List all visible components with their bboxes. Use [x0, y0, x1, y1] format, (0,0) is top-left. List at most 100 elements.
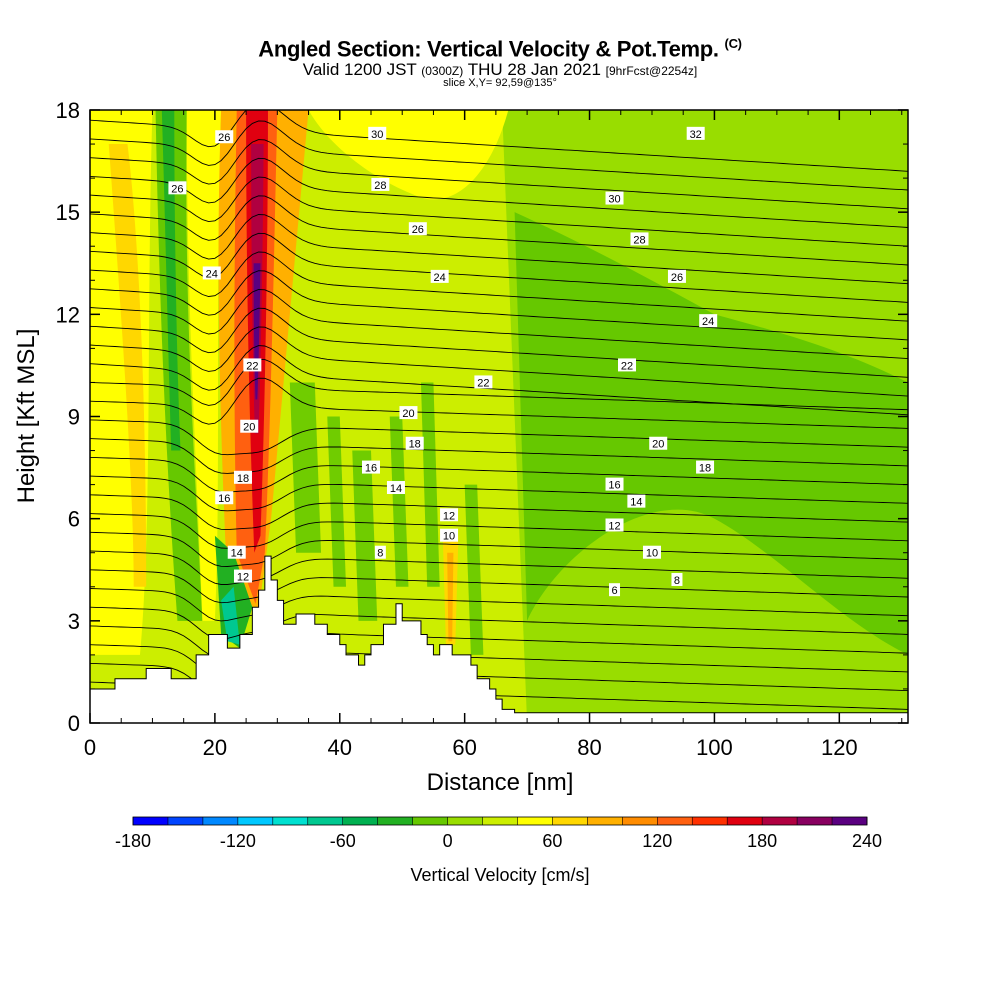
contour-label-text: 12: [443, 510, 455, 522]
contour-label: 32: [686, 126, 705, 141]
colorbar-tick-label: 240: [852, 831, 882, 851]
contour-label: 20: [649, 436, 668, 451]
contour-label-bg: [440, 528, 459, 542]
chart-title: Angled Section: Vertical Velocity & Pot.…: [0, 36, 1000, 62]
contour-label-bg: [618, 358, 637, 372]
y-tick-label: 15: [56, 200, 80, 225]
contour-label-bg: [240, 419, 259, 433]
contour-label-bg: [233, 470, 252, 484]
contour-label-text: 14: [630, 497, 642, 509]
contour-label-text: 10: [646, 548, 658, 560]
axes: 0 20 40 60 80 100 120 0 3 6 9 12 15 18: [56, 98, 908, 760]
contour-label-text: 22: [621, 360, 633, 372]
contour-label-text: 26: [671, 272, 683, 284]
theta-contour: [90, 475, 908, 512]
colorbar-tick-label: 0: [443, 831, 453, 851]
y-tick-label: 6: [68, 507, 80, 532]
contour-label-bg: [371, 177, 390, 191]
contour-label-bg: [605, 477, 624, 491]
theta-contour: [90, 195, 908, 266]
contour-label-text: 24: [434, 272, 446, 284]
contour-label-bg: [202, 266, 221, 280]
contour-label-text: 8: [377, 548, 383, 560]
theta-contour: [90, 419, 908, 456]
contour-label: 14: [227, 545, 246, 560]
forecast-info: [9hrFcst@2254z]: [605, 64, 698, 78]
colorbar-swatch: [692, 817, 728, 825]
colorbar-swatch: [832, 817, 868, 825]
contour-label-text: 22: [246, 360, 258, 372]
contour-label: 26: [215, 130, 234, 144]
contour-label-text: 26: [412, 224, 424, 236]
contour-label: 16: [361, 460, 380, 475]
colorbar-swatch: [622, 817, 658, 825]
field-streak: [327, 416, 347, 587]
theta-contour: [90, 232, 908, 303]
contour-label-bg: [227, 545, 246, 559]
colorbar-label: Vertical Velocity [cm/s]: [410, 865, 589, 885]
theta-contour: [90, 270, 908, 341]
chart-subtitle: Valid 1200 JST (0300Z) THU 28 Jan 2021 […: [0, 60, 1000, 80]
colorbar-swatch: [482, 817, 518, 825]
colorbar-swatch: [377, 817, 414, 825]
contour-label: 28: [371, 177, 390, 192]
contour-label-bg: [386, 481, 405, 495]
contour-label-bg: [233, 569, 252, 583]
contour-label: 14: [627, 494, 646, 509]
colorbar-swatch: [657, 817, 693, 825]
contour-label-bg: [605, 518, 624, 532]
contour-label-text: 20: [243, 422, 255, 434]
theta-contour: [90, 251, 908, 322]
title-main: Angled Section: Vertical Velocity & Pot.…: [258, 36, 719, 62]
contour-label-bg: [474, 375, 493, 389]
x-tick-label: 100: [696, 735, 733, 760]
contour-label: 20: [240, 419, 259, 434]
field-streak: [389, 416, 409, 587]
y-tick-label: 9: [68, 405, 80, 430]
contour-label-bg: [374, 545, 386, 559]
contour-label: 24: [430, 269, 449, 284]
colorbar-swatch: [762, 817, 798, 825]
contour-label-bg: [440, 508, 459, 522]
field-region-sink: [514, 212, 908, 655]
colorbar-swatch: [237, 817, 274, 825]
contour-label: 12: [605, 518, 624, 532]
contour-label-bg: [630, 232, 649, 246]
theta-contour: [90, 513, 908, 549]
contour-label: 20: [399, 406, 418, 420]
contour-label-text: 6: [611, 585, 617, 597]
contour-label-text: 16: [218, 493, 230, 505]
field-region-yellow-top: [308, 110, 509, 200]
contour-label-bg: [667, 269, 686, 283]
field-streak: [464, 484, 484, 655]
copyright-mark: (C): [724, 36, 742, 51]
theta-contour: [90, 494, 908, 531]
colorbar-swatch: [587, 817, 623, 825]
colorbar-swatch: [133, 817, 169, 825]
field-region-yellow-mid: [186, 110, 222, 621]
colorbar-swatch: [552, 817, 588, 825]
theta-contour: [90, 569, 908, 604]
colorbar-tick-label: 120: [642, 831, 672, 851]
contour-label: 26: [408, 222, 427, 236]
contour-label-text: 30: [371, 129, 383, 141]
contour-label-bg: [408, 222, 427, 236]
contour-label: 28: [630, 232, 649, 246]
contour-label-text: 20: [402, 408, 414, 420]
terrain: [89, 555, 909, 724]
field-region-downdraft-core: [161, 110, 181, 451]
contour-label-text: 14: [390, 483, 402, 495]
colorbar-tick-label: 180: [747, 831, 777, 851]
colorbar: -180 -120 -60 0 60 120 180 240: [115, 816, 882, 851]
contour-label-bg: [699, 314, 718, 328]
contour-label-bg: [361, 460, 380, 474]
contour-labels: 26 26 30 32 28 30 26 28 24 24 26 24 22 22 22 20 20 18 20 16…: [168, 126, 718, 597]
field-streak: [289, 382, 322, 553]
x-tick-label: 0: [84, 735, 96, 760]
theta-contour: [90, 307, 908, 378]
field-streak: [420, 382, 440, 587]
colorbar-swatch: [727, 817, 763, 825]
contour-label-text: 8: [674, 575, 680, 587]
colorbar-swatch: [797, 817, 833, 825]
